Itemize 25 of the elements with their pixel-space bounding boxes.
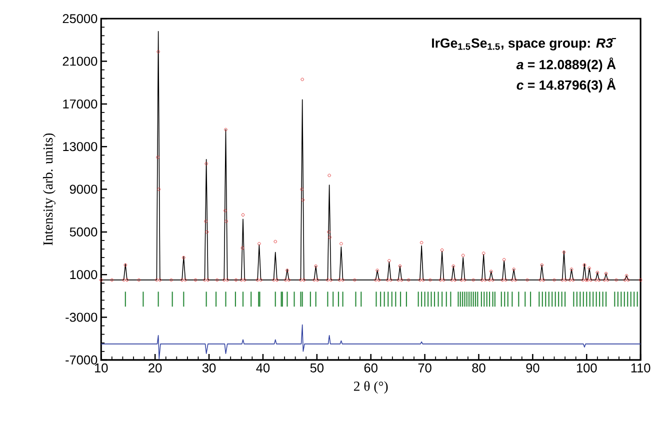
y-axis-title: Intensity (arb. units) bbox=[42, 134, 56, 246]
x-axis-title: 2 θ (°) bbox=[354, 381, 388, 394]
y-tick-label: 5000 bbox=[70, 228, 98, 237]
y-tick-label: 17000 bbox=[63, 100, 98, 109]
annotation: c = 14.8796(3) Å bbox=[516, 78, 616, 93]
y-tick-label: -3000 bbox=[66, 312, 98, 322]
y-tick-label: 25000 bbox=[62, 14, 98, 24]
x-tick-label: 40 bbox=[256, 364, 270, 373]
x-tick-label: 60 bbox=[364, 364, 378, 373]
y-tick-label: 21000 bbox=[62, 56, 98, 66]
x-tick-label: 110 bbox=[631, 364, 650, 373]
y-tick-label: 9000 bbox=[70, 184, 98, 194]
annotation: IrGe$_{1.5}$Se$_{1.5}$, space group: R3̄ bbox=[432, 38, 616, 51]
x-tick-label: 10 bbox=[95, 364, 108, 373]
y-tick-label: 13000 bbox=[63, 142, 98, 152]
x-tick-label: 80 bbox=[472, 364, 486, 373]
x-tick-label: 20 bbox=[148, 364, 162, 373]
x-tick-label: 70 bbox=[418, 364, 432, 373]
y-tick-label: 1000 bbox=[70, 270, 98, 280]
x-tick-label: 90 bbox=[526, 364, 540, 373]
x-tick-label: 30 bbox=[202, 364, 216, 373]
x-tick-label: 50 bbox=[310, 364, 324, 373]
x-tick-label: 100 bbox=[576, 364, 597, 373]
y-tick-label: -7000 bbox=[66, 356, 98, 365]
annotation: a = 12.0889(2) Å bbox=[516, 58, 616, 72]
